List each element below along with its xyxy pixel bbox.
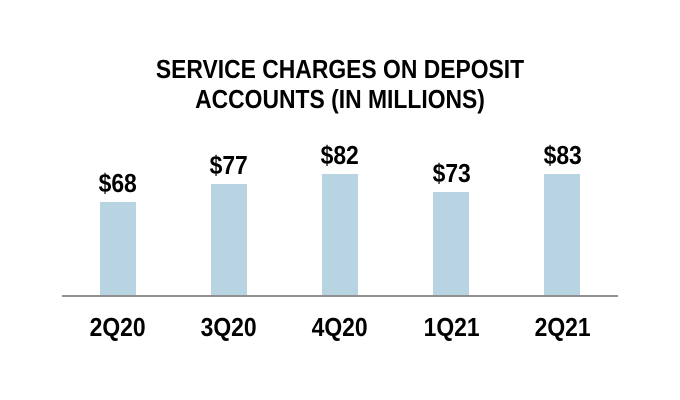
bar-value-label: $68 xyxy=(98,168,137,198)
bar-value-label: $82 xyxy=(320,140,360,170)
bar-column: $77 xyxy=(173,140,284,295)
x-axis-tick-label: 2Q21 xyxy=(534,312,591,342)
x-axis-tick-label: 3Q20 xyxy=(200,312,257,342)
bar xyxy=(322,174,358,295)
plot-area: $68 $77 $82 $73 $83 xyxy=(62,140,618,295)
bar xyxy=(544,174,581,295)
bar-column: $73 xyxy=(396,140,507,295)
bar-column: $82 xyxy=(284,140,395,295)
bar-column: $83 xyxy=(507,140,618,295)
bar-value-label: $77 xyxy=(209,150,248,180)
bar xyxy=(210,184,247,295)
bar-value-label: $73 xyxy=(432,158,471,188)
bar xyxy=(433,192,470,295)
x-axis-tick-label: 1Q21 xyxy=(423,312,480,342)
x-axis-tick-label: 4Q20 xyxy=(312,312,368,342)
bar xyxy=(99,202,136,295)
bar-value-label: $83 xyxy=(543,140,582,170)
x-axis-line xyxy=(62,295,618,297)
x-axis-tick-label: 2Q20 xyxy=(89,312,146,342)
bar-column: $68 xyxy=(62,140,173,295)
chart-title: SERVICE CHARGES ON DEPOSIT ACCOUNTS (IN … xyxy=(155,54,525,114)
x-axis-labels: 2Q20 3Q20 4Q20 1Q21 2Q21 xyxy=(62,312,618,342)
